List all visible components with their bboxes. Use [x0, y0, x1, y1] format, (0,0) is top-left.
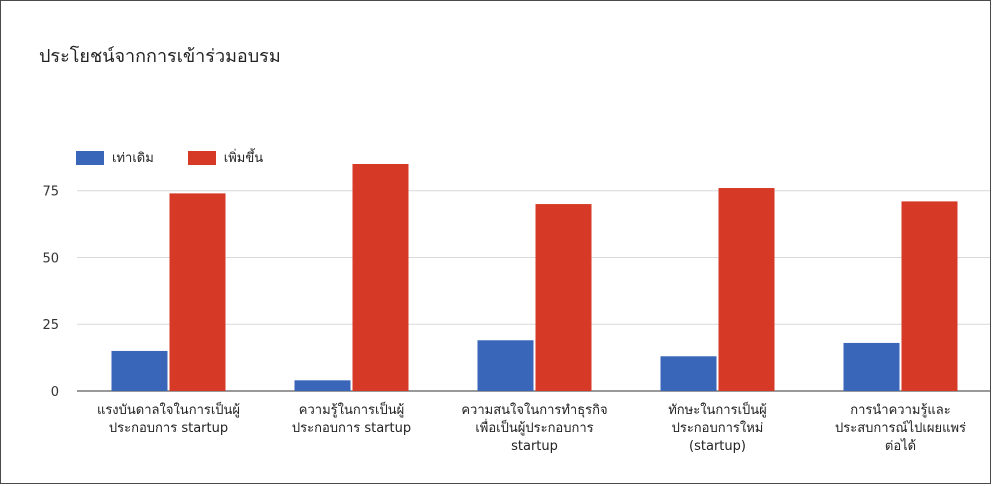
legend-swatch-increased — [187, 150, 216, 165]
y-tick-label: 25 — [42, 318, 59, 333]
bar-same — [294, 380, 351, 391]
x-category-label-line: ต่อได้ — [885, 438, 916, 454]
bar-increased — [718, 188, 775, 391]
x-category-label-line: ความสนใจในการทำธุรกิจ — [461, 402, 607, 418]
x-category-label-line: ประกอบการใหม่ — [672, 420, 764, 436]
chart-title: ประโยชน์จากการเข้าร่วมอบรม — [39, 46, 281, 67]
x-category-label: ทักษะในการเป็นผู้ประกอบการใหม่ (startup) — [668, 400, 767, 454]
bar-same — [843, 342, 900, 391]
x-category-label-line: ประกอบการ startup — [292, 421, 411, 436]
y-tick-label: 75 — [42, 185, 59, 200]
x-category-label: ความสนใจในการทำธุรกิจเพื่อเป็นผู้ประกอบก… — [461, 402, 607, 454]
x-category-label-line: การนำความรู้และ — [850, 403, 951, 418]
x-category-label: แรงบันดาลใจในการเป็นผู้ประกอบการ startup — [97, 400, 240, 436]
bar-increased — [169, 193, 226, 391]
x-category-label-line: startup — [511, 439, 558, 454]
x-category-label-line: เพื่อเป็นผู้ประกอบการ — [475, 418, 593, 436]
bar-same — [111, 350, 168, 391]
bar-increased — [901, 201, 958, 391]
legend-swatch-same — [76, 150, 104, 165]
legend-label-increased: เพิ่มขึ้น — [223, 151, 264, 166]
bar-increased — [535, 204, 592, 391]
legend-item-increased: เพิ่มขึ้น — [187, 147, 264, 168]
x-category-label-line: (startup) — [689, 439, 746, 454]
x-category-label-line: แรงบันดาลใจในการเป็นผู้ — [97, 400, 240, 418]
x-category-label-line: ประกอบการ startup — [109, 421, 228, 436]
y-tick-label: 0 — [51, 385, 59, 400]
x-category-label: ความรู้ในการเป็นผู้ประกอบการ startup — [292, 400, 411, 436]
legend-item-same: เท่าเดิม — [76, 147, 154, 168]
x-category-label: การนำความรู้และประสบการณ์ไปเผยแพร่ต่อได้ — [835, 403, 966, 454]
y-tick-label: 50 — [42, 251, 59, 266]
x-category-label-line: ทักษะในการเป็นผู้ — [668, 400, 767, 418]
x-category-label-line: ประสบการณ์ไปเผยแพร่ — [835, 420, 966, 436]
bar-increased — [352, 164, 409, 391]
legend-label-same: เท่าเดิม — [112, 151, 154, 166]
chart-legend: เท่าเดิม เพิ่มขึ้น — [76, 147, 297, 168]
x-category-label-line: ความรู้ในการเป็นผู้ — [299, 400, 404, 418]
bar-same — [477, 340, 534, 391]
bar-same — [660, 356, 717, 391]
